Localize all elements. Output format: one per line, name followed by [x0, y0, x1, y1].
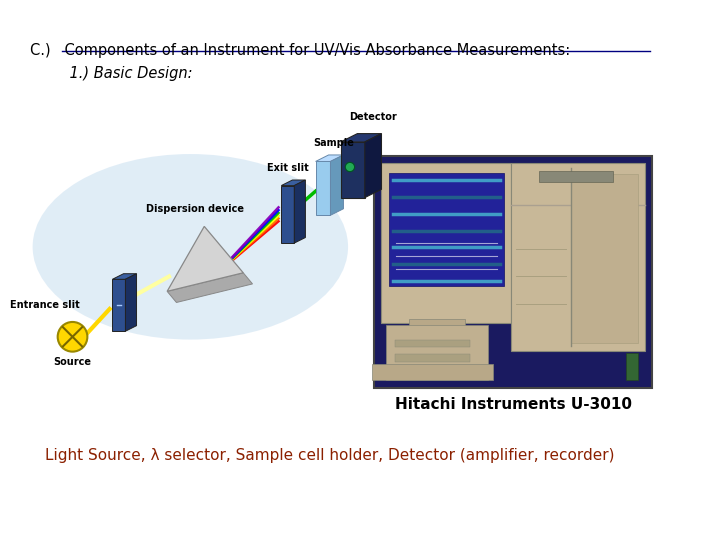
- Polygon shape: [365, 133, 382, 198]
- Bar: [112, 279, 125, 331]
- Polygon shape: [294, 180, 305, 243]
- Text: Sample: Sample: [314, 138, 354, 147]
- Bar: [372, 364, 492, 380]
- Text: Exit slit: Exit slit: [267, 163, 309, 173]
- Text: Source: Source: [53, 357, 91, 367]
- Text: Light Source, λ selector, Sample cell holder, Detector (amplifier, recorder): Light Source, λ selector, Sample cell ho…: [45, 448, 614, 463]
- Bar: [395, 340, 469, 347]
- Bar: [511, 163, 645, 350]
- Text: Hitachi Instruments U-3010: Hitachi Instruments U-3010: [395, 397, 631, 412]
- Polygon shape: [341, 133, 382, 142]
- Text: C.)   Components of an Instrument for UV/Vis Absorbance Measurements:: C.) Components of an Instrument for UV/V…: [30, 43, 570, 58]
- Bar: [282, 186, 294, 243]
- Bar: [386, 325, 488, 380]
- Polygon shape: [282, 180, 305, 186]
- Bar: [626, 353, 637, 380]
- Bar: [395, 354, 469, 362]
- Circle shape: [58, 322, 87, 352]
- Bar: [315, 161, 330, 215]
- Text: Dispersion device: Dispersion device: [146, 204, 244, 214]
- Polygon shape: [330, 155, 343, 215]
- Ellipse shape: [32, 154, 348, 340]
- Bar: [539, 171, 613, 182]
- Circle shape: [346, 163, 354, 172]
- Bar: [382, 163, 511, 323]
- Bar: [374, 156, 652, 388]
- Bar: [571, 174, 637, 343]
- Bar: [409, 319, 465, 340]
- Polygon shape: [167, 226, 243, 292]
- Polygon shape: [315, 155, 343, 161]
- Bar: [391, 336, 484, 347]
- Polygon shape: [112, 274, 137, 279]
- Text: Entrance slit: Entrance slit: [10, 300, 80, 310]
- Text: Detector: Detector: [349, 112, 397, 122]
- Bar: [389, 173, 504, 286]
- Text: 1.) Basic Design:: 1.) Basic Design:: [51, 66, 193, 81]
- Polygon shape: [167, 273, 253, 302]
- Polygon shape: [125, 274, 137, 331]
- Bar: [341, 142, 365, 198]
